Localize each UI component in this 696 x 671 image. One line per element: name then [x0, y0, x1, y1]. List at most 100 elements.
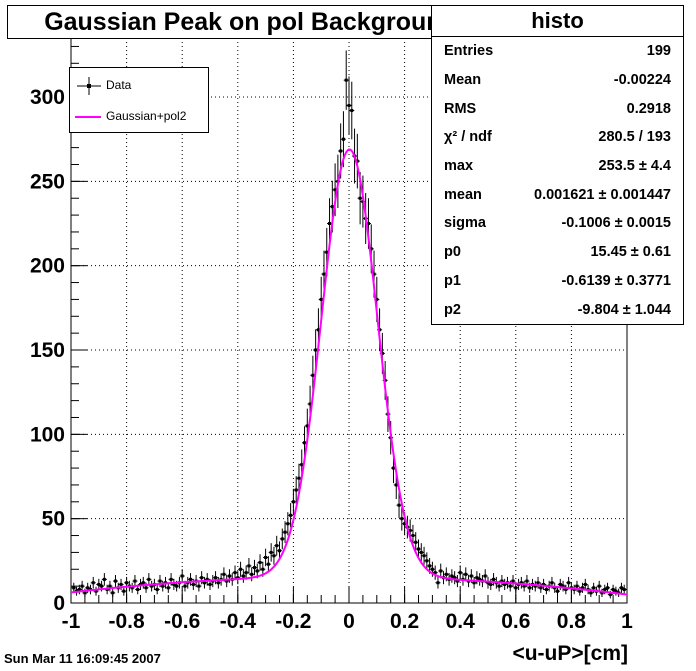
- data-point: [606, 586, 610, 590]
- data-point: [397, 503, 401, 507]
- data-point: [553, 586, 557, 590]
- y-tick-label: 50: [42, 508, 65, 531]
- stats-row-p2: p2 -9.804 ± 1.044: [432, 295, 683, 324]
- stats-value: 0.2918: [626, 100, 671, 117]
- data-point: [469, 574, 473, 578]
- data-point: [380, 351, 384, 355]
- x-tick-label: 0.2: [390, 610, 419, 633]
- stats-row-max: max 253.5 ± 4.4: [432, 152, 683, 181]
- data-point: [391, 466, 395, 470]
- stats-row-p0: p0 15.45 ± 0.61: [432, 238, 683, 267]
- data-point: [436, 581, 440, 585]
- data-point: [197, 584, 201, 588]
- data-point: [394, 483, 398, 487]
- data-point: [144, 586, 148, 590]
- data-point: [458, 571, 462, 575]
- data-point: [261, 567, 265, 571]
- data-point: [486, 581, 490, 585]
- data-point: [316, 328, 320, 332]
- data-point: [202, 581, 206, 585]
- legend-entry-data: Data: [70, 75, 208, 97]
- data-point: [303, 441, 307, 445]
- data-point: [291, 500, 295, 504]
- y-tick-label: 300: [30, 86, 65, 109]
- data-point: [464, 572, 468, 576]
- data-point: [180, 574, 184, 578]
- data-point: [300, 463, 304, 467]
- data-point: [289, 513, 293, 517]
- data-point: [600, 591, 604, 595]
- data-point: [328, 222, 332, 226]
- data-point: [283, 530, 287, 534]
- stats-label: RMS: [444, 100, 477, 117]
- x-tick-label: 0.4: [446, 610, 476, 633]
- data-point: [597, 584, 601, 588]
- stats-label: Entries: [444, 43, 494, 60]
- data-point: [561, 584, 565, 588]
- data-point: [578, 589, 582, 593]
- data-point: [86, 586, 90, 590]
- data-point: [614, 589, 618, 593]
- stats-label: p1: [444, 272, 461, 289]
- data-point: [433, 571, 437, 575]
- data-point: [94, 589, 98, 593]
- data-point: [611, 588, 615, 592]
- stats-title: histo: [432, 6, 683, 37]
- stats-row-p1: p1 -0.6139 ± 0.3771: [432, 267, 683, 296]
- stats-label: p0: [444, 244, 461, 261]
- data-point: [247, 564, 251, 568]
- data-point: [111, 591, 115, 595]
- data-point: [311, 373, 315, 377]
- stats-value: 253.5 ± 4.4: [598, 158, 671, 175]
- stats-row-mean: Mean -0.00224: [432, 66, 683, 95]
- data-point: [122, 589, 126, 593]
- timestamp: Sun Mar 11 16:09:45 2007: [4, 651, 161, 666]
- data-point: [544, 588, 548, 592]
- stats-label: Mean: [444, 72, 482, 89]
- data-point: [227, 574, 231, 578]
- data-point: [214, 576, 218, 580]
- data-point: [150, 584, 154, 588]
- data-point: [450, 574, 454, 578]
- stats-value: 0.001621 ± 0.001447: [534, 186, 671, 203]
- data-point: [366, 222, 370, 226]
- data-point: [603, 588, 607, 592]
- data-point: [322, 272, 326, 276]
- stats-row-mean-fit: mean 0.001621 ± 0.001447: [432, 180, 683, 209]
- legend-marker-icon: [77, 77, 101, 95]
- data-point: [141, 581, 145, 585]
- data-point: [102, 577, 106, 581]
- data-point: [119, 582, 123, 586]
- stats-value: 199: [646, 43, 671, 60]
- data-point: [564, 588, 568, 592]
- data-point: [250, 572, 254, 576]
- data-point: [264, 555, 268, 559]
- data-point: [308, 402, 312, 406]
- data-point: [503, 582, 507, 586]
- stats-label: χ² / ndf: [444, 129, 492, 146]
- data-point: [422, 554, 426, 558]
- data-point: [455, 579, 459, 583]
- data-point: [266, 562, 270, 566]
- data-point: [508, 584, 512, 588]
- x-tick-label: -0.4: [220, 610, 257, 633]
- data-point: [136, 588, 140, 592]
- stats-label: max: [444, 158, 474, 175]
- data-point: [439, 569, 443, 573]
- data-point: [453, 576, 457, 580]
- stats-value: -0.1006 ± 0.0015: [561, 215, 671, 232]
- data-point: [269, 550, 273, 554]
- data-point: [619, 586, 623, 590]
- stats-row-sigma: sigma -0.1006 ± 0.0015: [432, 209, 683, 238]
- data-point: [169, 577, 173, 581]
- data-point: [400, 517, 404, 521]
- data-point: [608, 593, 612, 597]
- legend-label-data: Data: [106, 78, 132, 92]
- data-point: [558, 582, 562, 586]
- fit-curve-line: [70, 148, 628, 596]
- data-point: [525, 579, 529, 583]
- chart-title: Gaussian Peak on pol Background: [7, 5, 494, 39]
- data-point: [550, 581, 554, 585]
- data-point: [233, 571, 237, 575]
